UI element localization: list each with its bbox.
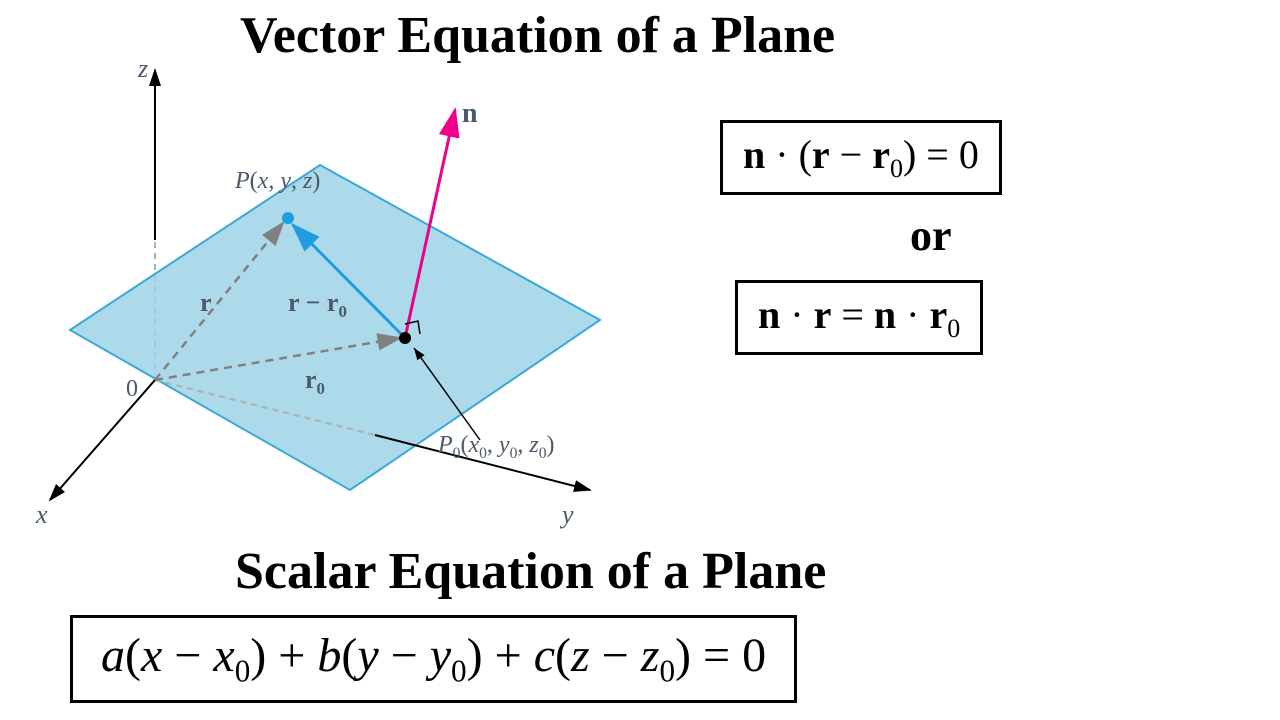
or-text: or [910,210,952,261]
axis-label-z: z [138,54,148,84]
vector-equation-1: n · (r − r0) = 0 [743,132,979,177]
label-point-p: P(x, y, z) [235,168,320,195]
point-p0 [399,332,411,344]
vector-equation-1-box: n · (r − r0) = 0 [720,120,1002,195]
scalar-equation: a(x − x0) + b(y − y0) + c(z − z0) = 0 [101,629,766,682]
scalar-equation-title: Scalar Equation of a Plane [235,542,826,601]
label-vector-r0: r0 [305,365,325,399]
label-point-p0: P0(x0, y0, z0) [438,432,555,463]
axis-label-y: y [562,500,574,530]
label-vector-r: r [200,288,212,318]
x-axis [50,380,155,500]
scalar-equation-box: a(x − x0) + b(y − y0) + c(z − z0) = 0 [70,615,797,703]
title-text-2: Scalar Equation of a Plane [235,543,826,600]
plane-3d-diagram: z x y 0 r r − r0 r0 n P(x, y, z) P0(x0, … [10,40,630,530]
axis-label-x: x [36,500,48,530]
point-p [282,212,294,224]
vector-equation-2: n · r = n · r0 [758,292,960,337]
vector-equation-2-box: n · r = n · r0 [735,280,983,355]
origin-label: 0 [126,376,138,403]
label-vector-r-minus-r0: r − r0 [288,288,347,322]
label-vector-n: n [462,98,478,130]
